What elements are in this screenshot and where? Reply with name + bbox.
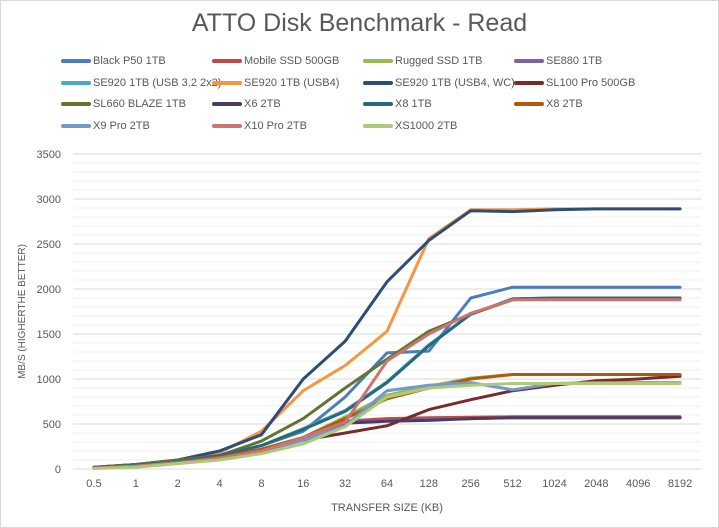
legend-swatch xyxy=(514,102,544,107)
legend-swatch xyxy=(363,124,393,129)
legend-item: X10 Pro 2TB xyxy=(212,120,307,132)
x-tick-label: 2 xyxy=(175,478,181,490)
y-tick-label: 500 xyxy=(43,419,61,431)
x-tick-label: 8 xyxy=(258,478,264,490)
legend-label: X6 2TB xyxy=(244,98,281,111)
legend-swatch xyxy=(61,80,91,85)
legend-label: SL100 Pro 500GB xyxy=(546,76,636,89)
y-tick-label: 3000 xyxy=(37,194,61,206)
x-tick-label: 0.5 xyxy=(86,478,101,490)
legend-swatch xyxy=(212,124,242,129)
y-tick-label: 0 xyxy=(55,464,61,476)
legend-swatch xyxy=(514,80,544,85)
legend-label: Black P50 1TB xyxy=(93,55,166,67)
legend-item: Black P50 1TB xyxy=(61,55,166,67)
legend-swatch xyxy=(363,80,393,85)
series-line-black-p50-1tb xyxy=(92,285,682,470)
legend-label: SE920 1TB (USB 3.2 2x2) xyxy=(93,76,222,89)
legend-swatch xyxy=(212,59,242,63)
x-tick-label: 1024 xyxy=(542,478,566,490)
chart-title: ATTO Disk Benchmark - Read xyxy=(191,9,528,37)
x-tick-label: 64 xyxy=(381,478,393,490)
x-tick-label: 16 xyxy=(297,478,309,490)
legend-label: SE920 1TB (USB4, WC) xyxy=(395,76,515,89)
x-tick-label: 1 xyxy=(133,478,139,490)
x-tick-label: 2048 xyxy=(584,478,608,490)
legend-item: Rugged SSD 1TB xyxy=(363,55,482,67)
y-tick-label: 2500 xyxy=(37,239,61,251)
legend-label: X9 Pro 2TB xyxy=(93,120,150,133)
legend-item: SE880 1TB xyxy=(514,55,602,67)
legend-item: X9 Pro 2TB xyxy=(61,120,150,132)
legend-item: Mobile SSD 500GB xyxy=(212,55,339,67)
legend-swatch xyxy=(212,102,242,107)
legend-swatch xyxy=(61,59,91,63)
legend-label: X10 Pro 2TB xyxy=(244,120,307,133)
legend-swatch xyxy=(363,102,393,107)
legend-item: SE920 1TB (USB4, WC) xyxy=(363,77,515,89)
legend-swatch xyxy=(61,124,91,129)
legend-item: X6 2TB xyxy=(212,98,281,110)
y-tick-label: 1500 xyxy=(37,329,61,341)
series-line-se920-1tb-usb4-wc- xyxy=(92,207,682,469)
x-tick-label: 4096 xyxy=(626,478,650,490)
x-tick-label: 512 xyxy=(503,478,521,490)
legend-label: SE920 1TB (USB4) xyxy=(244,76,340,89)
x-tick-label: 128 xyxy=(420,478,438,490)
x-tick-label: 8192 xyxy=(668,478,692,490)
legend-item: SE920 1TB (USB 3.2 2x2) xyxy=(61,77,221,89)
legend-label: Mobile SSD 500GB xyxy=(244,55,340,67)
legend-swatch xyxy=(61,102,91,107)
x-tick-label: 32 xyxy=(339,478,351,490)
legend-item: X8 2TB xyxy=(514,98,583,110)
legend-item: SL100 Pro 500GB xyxy=(514,77,635,89)
legend-item: SE920 1TB (USB4) xyxy=(212,77,339,89)
legend-label: Rugged SSD 1TB xyxy=(395,55,483,67)
legend-swatch xyxy=(212,80,242,85)
x-axis-label: TRANSFER SIZE (KB) xyxy=(331,502,443,514)
y-tick-label: 1000 xyxy=(37,374,61,386)
legend-label: XS1000 2TB xyxy=(395,120,458,133)
legend-label: X8 2TB xyxy=(546,98,583,111)
legend-item: SL660 BLAZE 1TB xyxy=(61,98,186,110)
series-line-xs1000-2tb xyxy=(92,382,682,471)
legend-item: XS1000 2TB xyxy=(363,120,457,132)
legend-item: X8 1TB xyxy=(363,98,432,110)
legend-swatch xyxy=(363,59,393,63)
legend-label: X8 1TB xyxy=(395,98,432,111)
legend-swatch xyxy=(514,59,544,63)
y-tick-label: 3500 xyxy=(37,149,61,161)
x-tick-label: 4 xyxy=(216,478,222,490)
y-tick-label: 2000 xyxy=(37,284,61,296)
legend-label: SL660 BLAZE 1TB xyxy=(93,98,186,111)
y-axis-label: MB/S (HIGHERTHE BETTER) xyxy=(17,244,28,379)
x-tick-label: 256 xyxy=(462,478,480,490)
series-line-se920-1tb-usb4- xyxy=(92,207,682,469)
legend-label: SE880 1TB xyxy=(546,55,603,67)
